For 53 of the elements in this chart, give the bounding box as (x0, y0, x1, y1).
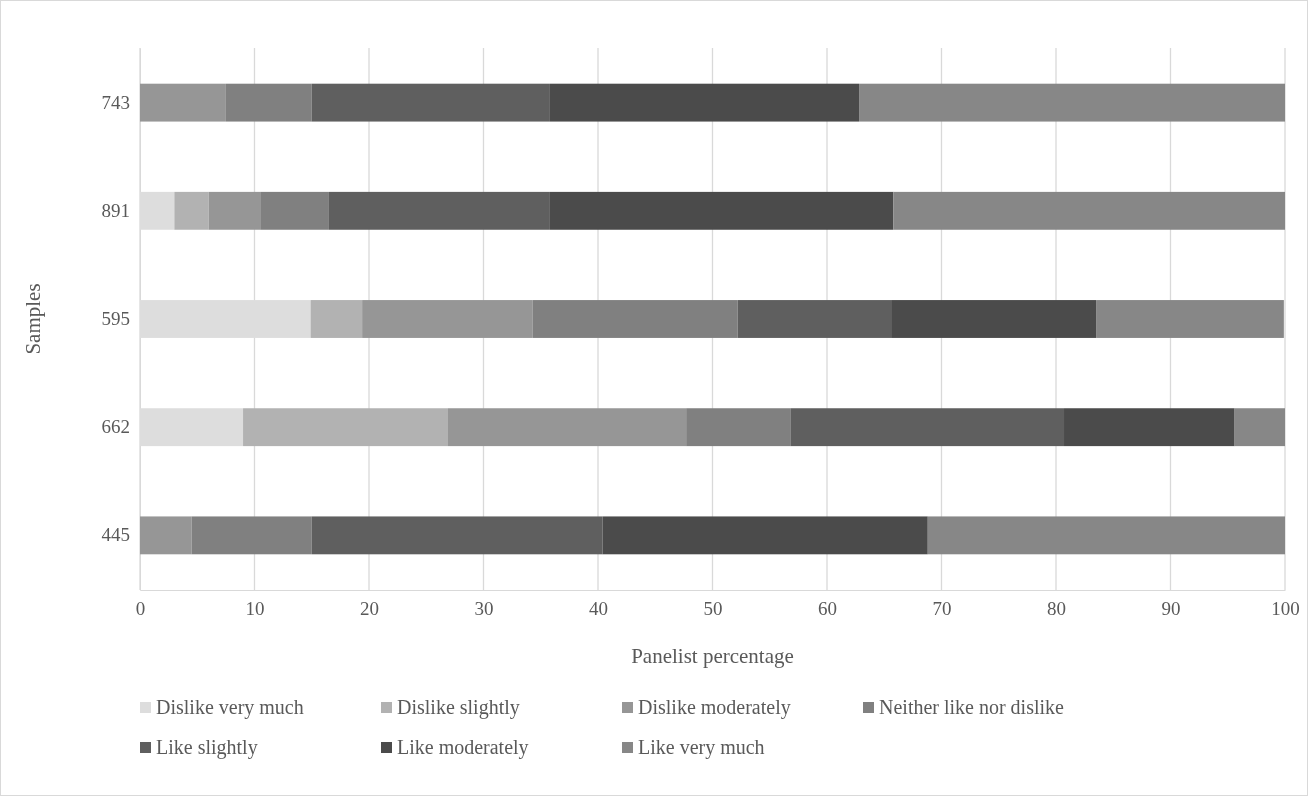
bar (140, 516, 192, 555)
x-tick-label: 40 (589, 598, 608, 620)
bar (891, 300, 1097, 338)
legend-label: Dislike very much (156, 696, 304, 719)
x-tick-label: 10 (245, 598, 265, 620)
y-tick-label: 595 (101, 308, 130, 330)
x-tick-label: 100 (1271, 598, 1300, 620)
legend-label: Neither like nor dislike (879, 696, 1065, 718)
legend-label: Like moderately (397, 736, 529, 759)
bar (859, 83, 1285, 122)
legend-label: Like very much (638, 736, 765, 759)
y-tick-label: 662 (101, 416, 130, 438)
legend-label: Like slightly (156, 736, 258, 759)
bar (260, 191, 329, 230)
legend-label: Dislike slightly (397, 696, 520, 719)
bar (174, 191, 209, 230)
x-axis-title: Panelist percentage (631, 644, 794, 668)
x-tick-label: 80 (1047, 598, 1066, 620)
bar (1234, 408, 1285, 447)
x-tick-label: 20 (360, 598, 379, 620)
bar (310, 300, 363, 338)
bar (225, 83, 312, 122)
bar (549, 83, 860, 122)
y-tick-label: 891 (101, 199, 130, 221)
bar (191, 516, 312, 555)
bar (448, 408, 687, 447)
x-tick-label: 70 (932, 598, 952, 620)
bar (243, 408, 449, 447)
x-tick-label: 90 (1161, 598, 1181, 620)
x-tick-label: 30 (474, 598, 494, 620)
bar (328, 191, 550, 230)
x-tick-label: 0 (135, 598, 146, 620)
bar (140, 83, 226, 122)
bar (1064, 408, 1235, 447)
bar (311, 516, 603, 555)
bar (1096, 300, 1284, 338)
legend-label: Dislike moderately (638, 696, 791, 719)
bar (311, 83, 550, 122)
bar (602, 516, 928, 555)
y-tick-label: 743 (101, 91, 130, 113)
bar (790, 408, 1065, 447)
y-axis-title: Samples (21, 283, 45, 355)
bar (927, 516, 1285, 555)
x-tick-label: 50 (703, 598, 723, 620)
bar (532, 300, 738, 338)
bar (549, 191, 894, 230)
bar (686, 408, 791, 447)
y-tick-label: 445 (101, 524, 130, 546)
bar (737, 300, 892, 338)
bar (362, 300, 533, 338)
x-tick-label: 60 (818, 598, 837, 620)
bar (208, 191, 261, 230)
bar (893, 191, 1285, 230)
